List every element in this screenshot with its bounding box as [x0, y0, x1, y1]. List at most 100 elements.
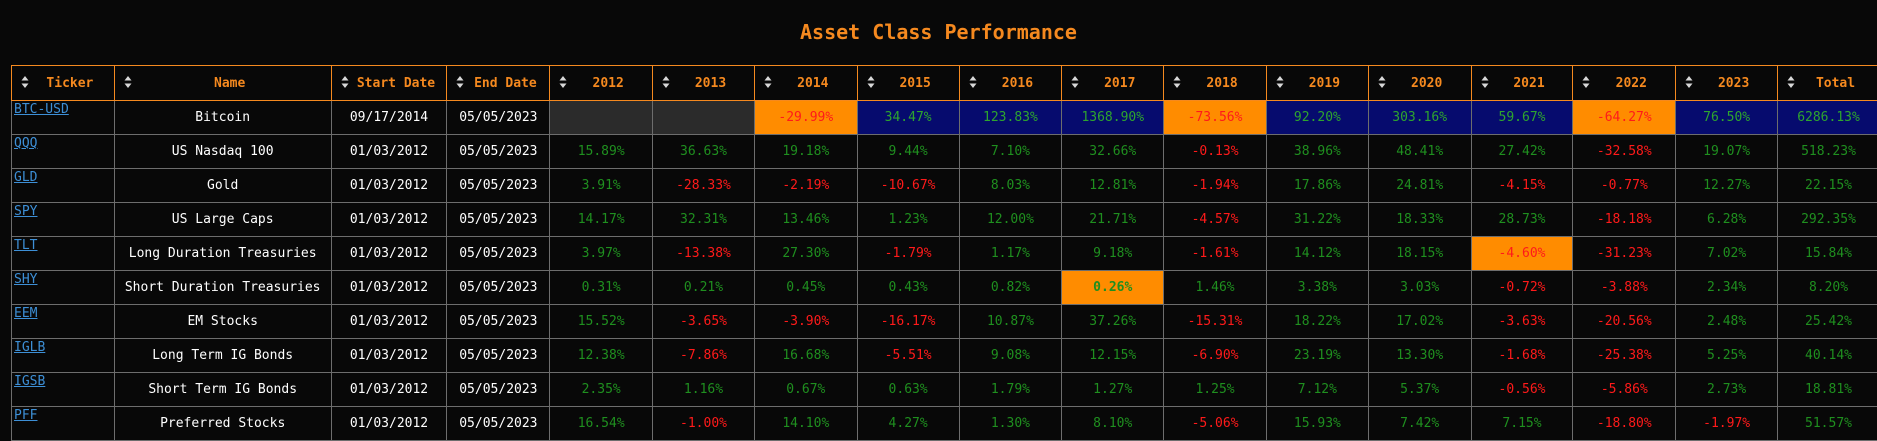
sort-icon[interactable] — [764, 75, 772, 89]
sort-icon[interactable] — [1071, 75, 1079, 89]
ticker-link[interactable]: TLT — [14, 238, 37, 253]
return-cell: -4.57% — [1164, 203, 1267, 237]
sort-icon[interactable] — [662, 75, 670, 89]
column-header-2015[interactable]: 2015 — [857, 66, 959, 101]
sort-icon[interactable] — [969, 75, 977, 89]
return-cell: -15.31% — [1164, 305, 1267, 339]
sort-icon[interactable] — [867, 75, 875, 89]
sort-icon[interactable] — [1378, 75, 1386, 89]
sort-icon[interactable] — [456, 75, 464, 89]
column-header-2014[interactable]: 2014 — [754, 66, 857, 101]
return-cell: -4.60% — [1471, 237, 1573, 271]
name-cell: US Large Caps — [114, 203, 331, 237]
name-cell: EM Stocks — [114, 305, 331, 339]
return-cell: 6286.13% — [1778, 101, 1877, 135]
column-header-name[interactable]: Name — [114, 66, 331, 101]
return-cell: -3.88% — [1573, 271, 1676, 305]
column-header-label: End Date — [460, 76, 537, 91]
return-cell: 10.87% — [959, 305, 1062, 339]
return-cell: 303.16% — [1368, 101, 1471, 135]
column-header-end-date[interactable]: End Date — [447, 66, 550, 101]
return-cell: 18.81% — [1778, 373, 1877, 407]
sort-icon[interactable] — [341, 75, 349, 89]
sort-icon[interactable] — [1582, 75, 1590, 89]
column-header-2012[interactable]: 2012 — [550, 66, 653, 101]
ticker-cell: IGLB — [12, 339, 115, 373]
return-cell: 32.31% — [653, 203, 755, 237]
return-cell: 518.23% — [1778, 135, 1877, 169]
ticker-link[interactable]: SHY — [14, 272, 37, 287]
column-header-2022[interactable]: 2022 — [1573, 66, 1676, 101]
return-cell: 15.84% — [1778, 237, 1877, 271]
return-cell: 15.89% — [550, 135, 653, 169]
return-cell: -13.38% — [653, 237, 755, 271]
column-header-label: 2015 — [885, 76, 930, 91]
column-header-total[interactable]: Total — [1778, 66, 1877, 101]
sort-icon[interactable] — [1276, 75, 1284, 89]
name-cell: Preferred Stocks — [114, 407, 331, 441]
return-cell: 28.73% — [1471, 203, 1573, 237]
sort-icon[interactable] — [1685, 75, 1693, 89]
sort-icon[interactable] — [1481, 75, 1489, 89]
return-cell: -28.33% — [653, 169, 755, 203]
return-cell: 51.57% — [1778, 407, 1877, 441]
name-cell: Long Term IG Bonds — [114, 339, 331, 373]
return-cell: 2.48% — [1676, 305, 1778, 339]
return-cell: 9.18% — [1062, 237, 1164, 271]
ticker-link[interactable]: SPY — [14, 204, 37, 219]
column-header-2020[interactable]: 2020 — [1368, 66, 1471, 101]
column-header-2016[interactable]: 2016 — [959, 66, 1062, 101]
sort-icon[interactable] — [21, 75, 29, 89]
sort-icon[interactable] — [559, 75, 567, 89]
column-header-2017[interactable]: 2017 — [1062, 66, 1164, 101]
column-header-2013[interactable]: 2013 — [653, 66, 755, 101]
ticker-link[interactable]: EEM — [14, 306, 37, 321]
column-header-2021[interactable]: 2021 — [1471, 66, 1573, 101]
return-cell: 92.20% — [1266, 101, 1368, 135]
return-cell: 13.46% — [754, 203, 857, 237]
name-cell: US Nasdaq 100 — [114, 135, 331, 169]
ticker-link[interactable]: GLD — [14, 170, 37, 185]
return-cell: 0.82% — [959, 271, 1062, 305]
return-cell: 123.83% — [959, 101, 1062, 135]
ticker-link[interactable]: IGSB — [14, 374, 45, 389]
return-cell: 1.79% — [959, 373, 1062, 407]
sort-icon[interactable] — [1173, 75, 1181, 89]
column-header-start-date[interactable]: Start Date — [331, 66, 447, 101]
return-cell: 15.52% — [550, 305, 653, 339]
ticker-link[interactable]: PFF — [14, 408, 37, 423]
column-header-2023[interactable]: 2023 — [1676, 66, 1778, 101]
ticker-link[interactable]: IGLB — [14, 340, 45, 355]
return-cell: 59.67% — [1471, 101, 1573, 135]
column-header-ticker[interactable]: Ticker — [12, 66, 115, 101]
ticker-cell: SHY — [12, 271, 115, 305]
return-cell: 21.71% — [1062, 203, 1164, 237]
start-date-cell: 01/03/2012 — [331, 271, 447, 305]
return-cell: 0.31% — [550, 271, 653, 305]
return-cell: -18.80% — [1573, 407, 1676, 441]
ticker-cell: GLD — [12, 169, 115, 203]
ticker-link[interactable]: QQQ — [14, 136, 37, 151]
ticker-link[interactable]: BTC-USD — [14, 102, 69, 117]
sort-icon[interactable] — [124, 75, 132, 89]
return-cell: 12.00% — [959, 203, 1062, 237]
return-cell: 15.93% — [1266, 407, 1368, 441]
return-cell: 31.22% — [1266, 203, 1368, 237]
sort-icon[interactable] — [1787, 75, 1795, 89]
return-cell: -1.68% — [1471, 339, 1573, 373]
start-date-cell: 01/03/2012 — [331, 373, 447, 407]
return-cell: 7.02% — [1676, 237, 1778, 271]
column-header-2018[interactable]: 2018 — [1164, 66, 1267, 101]
return-cell: 5.25% — [1676, 339, 1778, 373]
return-cell: -25.38% — [1573, 339, 1676, 373]
return-cell: -7.86% — [653, 339, 755, 373]
column-header-2019[interactable]: 2019 — [1266, 66, 1368, 101]
return-cell: 1.17% — [959, 237, 1062, 271]
